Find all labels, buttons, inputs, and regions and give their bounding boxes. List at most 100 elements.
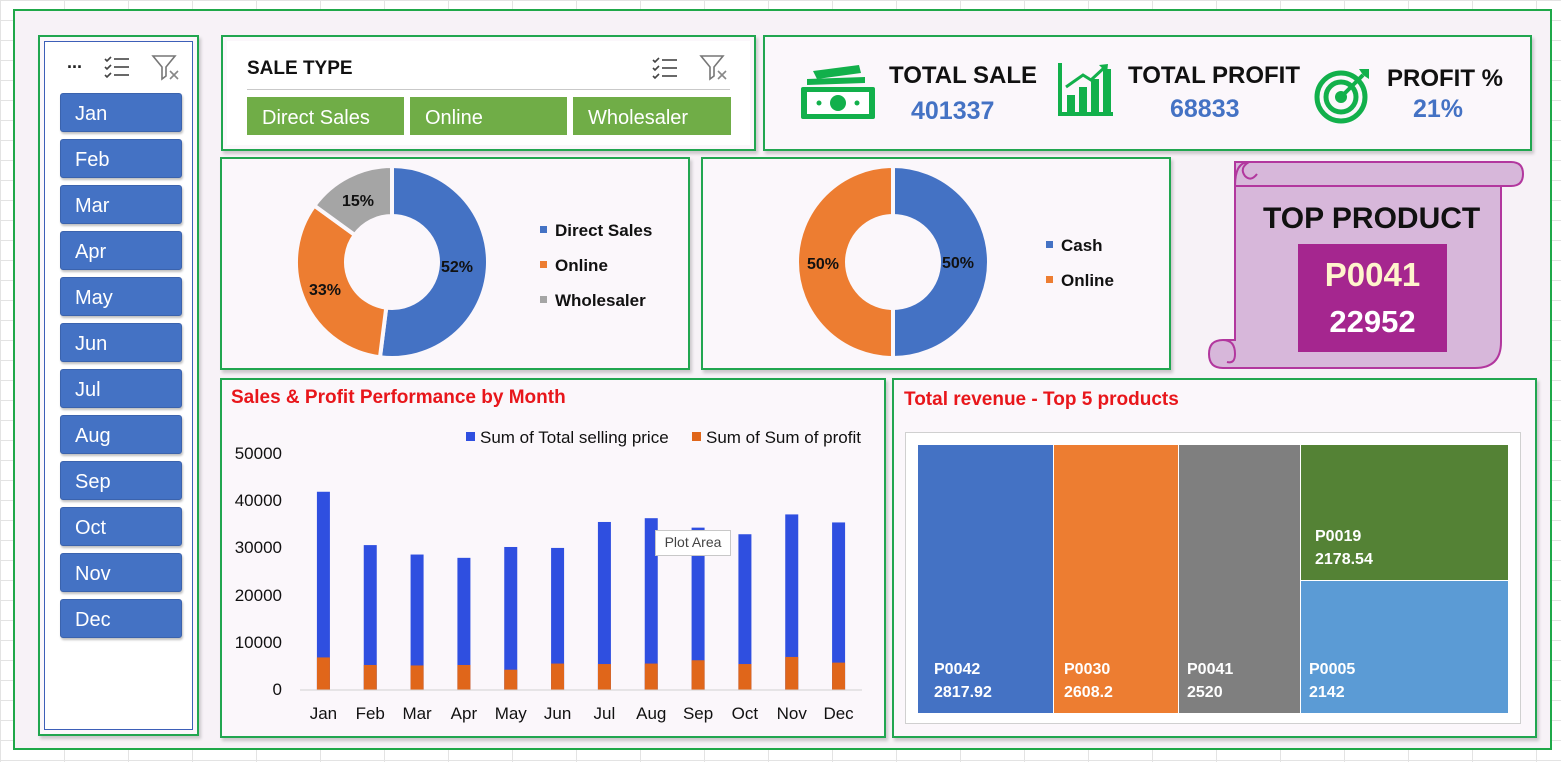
sale-type-donut-chart [294, 163, 490, 360]
profit-pct-value: 21% [1413, 95, 1464, 123]
plot-area-tooltip: Plot Area [655, 530, 731, 556]
sale-type-donut-panel: Direct Sales Online Wholesaler 52% 33% 1… [220, 157, 690, 370]
month-button-dec[interactable]: Dec [60, 599, 182, 638]
data-label: 15% [342, 193, 375, 210]
month-slicer: ... Jan Feb Mar Apr May Jun Jul Aug Sep Oct Nov Dec [38, 35, 199, 736]
bar-profit-mar [410, 665, 424, 690]
treemap-value: 2520 [1187, 684, 1223, 701]
donut-slice-online [294, 202, 389, 360]
treemap-product: P0005 [1309, 661, 1356, 678]
treemap-label: P0042 2817.92 [934, 658, 992, 704]
month-button-nov[interactable]: Nov [60, 553, 182, 592]
month-button-jun[interactable]: Jun [60, 323, 182, 362]
legend-swatch [540, 261, 547, 269]
month-button-sep[interactable]: Sep [60, 461, 182, 500]
treemap-label: P0005 2142 [1309, 658, 1355, 704]
x-tick-label: Feb [355, 704, 385, 723]
treemap-value: 2142 [1309, 684, 1345, 701]
bar-profit-dec [832, 662, 846, 690]
sale-type-inner: SALE TYPE Direct Sales Online Wholesaler [227, 41, 750, 145]
y-tick-label: 30000 [234, 538, 282, 558]
bar-profit-aug [644, 663, 658, 690]
bar-total-may [504, 546, 518, 690]
bar-total-sep [691, 527, 705, 690]
treemap-label: P0041 2520 [1187, 658, 1233, 704]
payment-donut-chart [795, 163, 991, 361]
donut-slice-online [795, 163, 895, 361]
legend-swatch [540, 226, 547, 234]
legend-item: Sum of Total selling price [466, 428, 669, 448]
x-tick-label: Jan [309, 704, 338, 723]
month-button-aug[interactable]: Aug [60, 415, 182, 454]
treemap-label: P0019 2178.54 [1315, 525, 1373, 571]
sale-type-wholesaler[interactable]: Wholesaler [573, 97, 731, 135]
payment-donut-panel: Cash Online 50% 50% [701, 157, 1171, 370]
bar-chart-plot [300, 491, 862, 691]
legend-item: Wholesaler [540, 291, 646, 311]
top-product-title: TOP PRODUCT [1263, 202, 1481, 235]
legend-item: Cash [1046, 236, 1103, 256]
bar-total-nov [785, 514, 799, 690]
month-button-mar[interactable]: Mar [60, 185, 182, 224]
treemap-product: P0041 [1187, 661, 1234, 678]
legend-label: Direct Sales [555, 221, 653, 240]
multi-select-icon[interactable] [651, 55, 679, 87]
legend-swatch [1046, 276, 1053, 284]
chart-title: Total revenue - Top 5 products [904, 389, 1179, 410]
x-tick-label: Oct [731, 704, 759, 723]
treemap-tile-p0041: P0041 2520 [1179, 445, 1300, 713]
total-sale-label: TOTAL SALE [889, 62, 1038, 89]
bar-profit-may [504, 669, 518, 690]
month-button-feb[interactable]: Feb [60, 139, 182, 178]
sale-type-slicer: SALE TYPE Direct Sales Online Wholesaler [221, 35, 756, 151]
month-button-oct[interactable]: Oct [60, 507, 182, 546]
profit-pct-label: PROFIT % [1387, 65, 1504, 92]
top-product-box: P0041 22952 [1298, 244, 1447, 352]
data-label: 50% [807, 256, 840, 273]
donut-slice-direct-sales [377, 163, 490, 360]
treemap-tile-p0005: P0005 2142 [1301, 581, 1508, 713]
legend-item: Sum of Sum of profit [692, 428, 861, 448]
total-sale-value: 401337 [911, 97, 995, 125]
slicer-header: ... [67, 52, 83, 72]
y-tick-label: 0 [272, 680, 282, 699]
total-profit-label: TOTAL PROFIT [1128, 62, 1300, 89]
x-tick-label: Apr [450, 704, 478, 723]
bar-total-oct [738, 534, 752, 690]
treemap-tile-p0019: P0019 2178.54 [1301, 445, 1508, 580]
month-button-jul[interactable]: Jul [60, 369, 182, 408]
bar-profit-jun [551, 663, 565, 690]
legend-swatch [540, 296, 547, 304]
bar-profit-jan [316, 657, 330, 690]
y-tick-label: 40000 [234, 491, 282, 511]
x-tick-label: Jun [543, 704, 572, 723]
top-product-value: 22952 [1329, 304, 1416, 339]
clear-filter-icon[interactable] [699, 54, 729, 88]
top-product-code: P0041 [1324, 256, 1421, 293]
clear-filter-icon[interactable] [151, 54, 181, 88]
month-button-jan[interactable]: Jan [60, 93, 182, 132]
treemap-product: P0030 [1064, 661, 1111, 678]
multi-select-icon[interactable] [103, 54, 131, 86]
sale-type-online[interactable]: Online [410, 97, 567, 135]
bar-total-mar [410, 554, 424, 690]
treemap-product: P0042 [934, 661, 981, 678]
legend-label: Wholesaler [555, 291, 646, 310]
growth-chart-icon [1057, 61, 1115, 122]
month-button-apr[interactable]: Apr [60, 231, 182, 270]
bar-profit-apr [457, 664, 471, 690]
total-profit-value: 68833 [1170, 95, 1240, 123]
legend-label: Sum of Total selling price [480, 428, 669, 447]
legend-swatch [466, 432, 475, 442]
x-tick-label: Sep [682, 704, 714, 723]
bar-total-jun [551, 547, 565, 690]
sale-type-direct-sales[interactable]: Direct Sales [247, 97, 404, 135]
legend-label: Cash [1061, 236, 1103, 255]
treemap-tile-p0042: P0042 2817.92 [918, 445, 1053, 713]
legend-label: Sum of Sum of profit [706, 428, 861, 447]
data-label: 52% [441, 259, 474, 276]
month-button-may[interactable]: May [60, 277, 182, 316]
kpi-panel: TOTAL SALE 401337 TOTAL PROFIT 68833 PRO… [763, 35, 1532, 151]
divider [247, 89, 730, 90]
sale-type-title: SALE TYPE [247, 58, 353, 79]
